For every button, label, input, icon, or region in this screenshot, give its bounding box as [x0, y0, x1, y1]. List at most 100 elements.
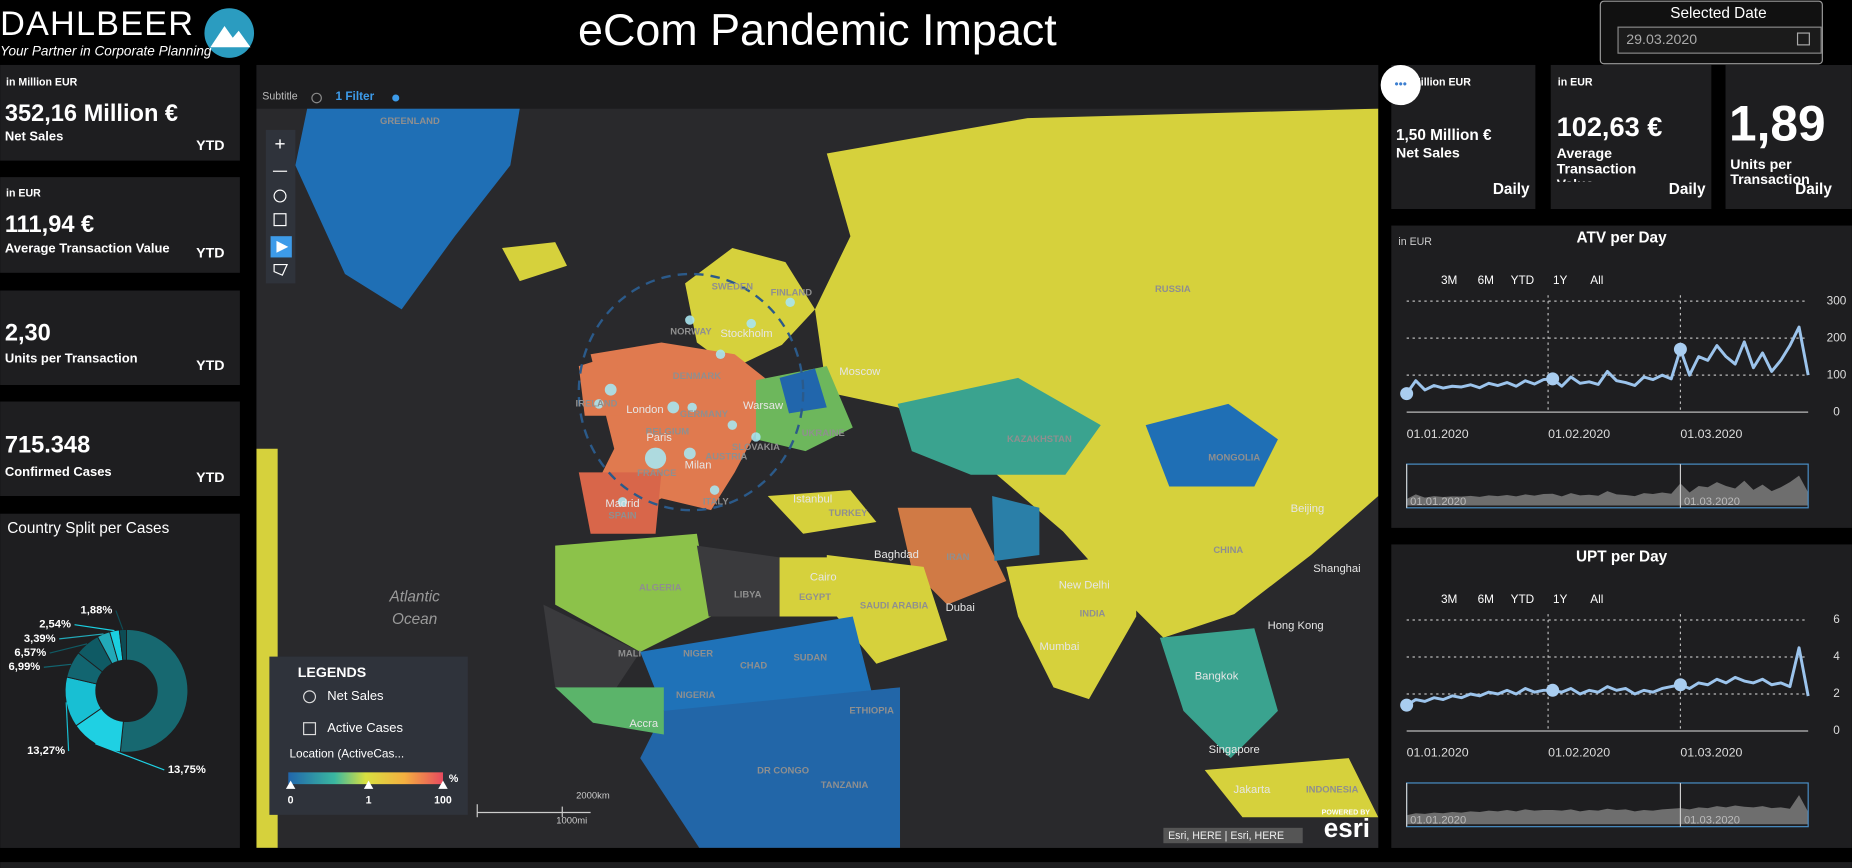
- region: [767, 490, 877, 534]
- page-title: eCom Pandemic Impact: [578, 4, 1057, 55]
- kpi-label: Units per Transaction: [1730, 157, 1810, 188]
- kpi-value: 2,30: [5, 320, 51, 346]
- leader-line: [59, 633, 104, 640]
- data-marker: [1546, 683, 1560, 697]
- kpi-card-clip: 1,89 Units per Transaction Daily: [1725, 64, 1852, 210]
- kpi-value: 352,16 Million €: [5, 101, 178, 127]
- map-label: MALI: [618, 649, 641, 660]
- sales-bubble: [594, 399, 604, 409]
- map-label: Accra: [629, 718, 658, 730]
- data-marker: [1400, 698, 1414, 712]
- date-input[interactable]: [1617, 26, 1822, 54]
- attribution-box: [1163, 827, 1303, 844]
- y-tick-label: 0: [1833, 723, 1840, 737]
- sales-bubbles: [594, 297, 795, 507]
- legend-layer[interactable]: Active Cases: [327, 720, 403, 735]
- fullscreen[interactable]: [273, 213, 287, 227]
- calendar-icon[interactable]: [1796, 32, 1810, 46]
- settings-icon[interactable]: [311, 92, 322, 104]
- x-tick-label: 01.01.2020: [1407, 427, 1469, 441]
- kpi-period: YTD: [196, 138, 224, 154]
- kpi-card: [0, 64, 240, 161]
- map-label: CHINA: [1213, 545, 1243, 556]
- map-label: MONGOLIA: [1208, 453, 1260, 464]
- powered-by: POWERED BY: [1322, 808, 1371, 816]
- kpi-value: 1,50 Million €: [1396, 127, 1492, 144]
- donut-label: 1,88%: [81, 605, 113, 617]
- map-label: Stockholm: [720, 328, 772, 340]
- map-label: London: [626, 404, 663, 416]
- y-tick-label: 6: [1833, 612, 1840, 626]
- range-button[interactable]: 1Y: [1553, 592, 1568, 606]
- sales-bubble: [727, 420, 738, 430]
- kpi-value: 102,63 €: [1557, 111, 1663, 142]
- region: [543, 604, 641, 688]
- map-label: INDIA: [1080, 609, 1106, 620]
- map-label: NORWAY: [670, 326, 712, 337]
- range-button[interactable]: YTD: [1511, 273, 1535, 287]
- donut-title: Country Split per Cases: [7, 520, 169, 537]
- leader-line: [43, 663, 72, 668]
- range-button[interactable]: 1Y: [1553, 273, 1568, 287]
- map-label: NIGERIA: [676, 690, 716, 701]
- map-label: KAZAKHSTAN: [1007, 434, 1072, 445]
- map-label: NIGER: [683, 649, 713, 660]
- range-button[interactable]: All: [1590, 592, 1603, 606]
- map-label: RUSSIA: [1155, 284, 1191, 295]
- map-label: ALGERIA: [639, 583, 682, 594]
- attribution: Esri, HERE | Esri, HERE: [1168, 830, 1284, 842]
- range-button[interactable]: 3M: [1441, 592, 1457, 606]
- region: [640, 687, 901, 848]
- donut-label: 13,27%: [27, 745, 65, 757]
- link-icon[interactable]: [392, 94, 400, 102]
- donut-panel: [0, 513, 240, 848]
- range-button[interactable]: YTD: [1511, 592, 1535, 606]
- scalebar-mi: 1000mi: [556, 815, 587, 826]
- map-label: BELGIUM: [646, 427, 690, 438]
- legend-unit: %: [449, 773, 459, 785]
- data-line: [1405, 646, 1810, 707]
- map-label: Bangkok: [1195, 671, 1239, 683]
- lasso[interactable]: [273, 263, 289, 276]
- kpi-label-box: Units per Transaction: [1730, 157, 1810, 188]
- navigator-area: [1406, 795, 1809, 825]
- chart-unit: in EUR: [1398, 236, 1432, 248]
- more-button[interactable]: [1380, 64, 1421, 106]
- sales-bubble: [604, 383, 617, 396]
- ramp-label: 0: [288, 794, 294, 806]
- donut-label: 13,75%: [168, 764, 206, 776]
- sales-bubble: [785, 297, 795, 308]
- kpi-label: Average Transaction Value: [1556, 146, 1637, 181]
- data-marker: [1546, 372, 1560, 386]
- range-button[interactable]: 6M: [1478, 592, 1494, 606]
- x-tick-label: 01.02.2020: [1548, 427, 1610, 441]
- sales-bubble: [644, 447, 667, 469]
- range-button[interactable]: 3M: [1441, 273, 1457, 287]
- sales-bubble: [709, 485, 720, 495]
- map-label: Singapore: [1209, 744, 1260, 756]
- map: GREENLAND SWEDEN FINLAND NORWAY Stockholm RUS…: [256, 108, 1379, 848]
- legend-field: Location (ActiveCas...: [289, 747, 404, 761]
- map-label: INDONESIA: [1306, 785, 1359, 796]
- kpi-period: Daily: [1493, 181, 1530, 198]
- map-label: Milan: [685, 459, 712, 471]
- range-button[interactable]: 6M: [1478, 273, 1494, 287]
- ramp-label: 100: [434, 794, 452, 806]
- filter-link[interactable]: 1 Filter: [336, 89, 375, 103]
- kpi-period: YTD: [196, 358, 224, 374]
- layer-icon: [303, 722, 317, 736]
- chart-title: ATV per Day: [1577, 230, 1668, 247]
- reset-view[interactable]: [273, 189, 287, 203]
- region: [555, 533, 712, 652]
- kpi-period: YTD: [196, 470, 224, 486]
- donut-label: 6,99%: [9, 661, 41, 673]
- legend-layer[interactable]: Net Sales: [327, 688, 384, 703]
- range-button[interactable]: All: [1590, 273, 1603, 287]
- map-label: EGYPT: [799, 592, 831, 603]
- zoom-in[interactable]: +: [275, 134, 286, 155]
- map-label: ITALY: [703, 496, 729, 507]
- sales-bubble: [746, 318, 756, 329]
- donut-slice: [118, 628, 127, 661]
- leader-line: [95, 743, 165, 771]
